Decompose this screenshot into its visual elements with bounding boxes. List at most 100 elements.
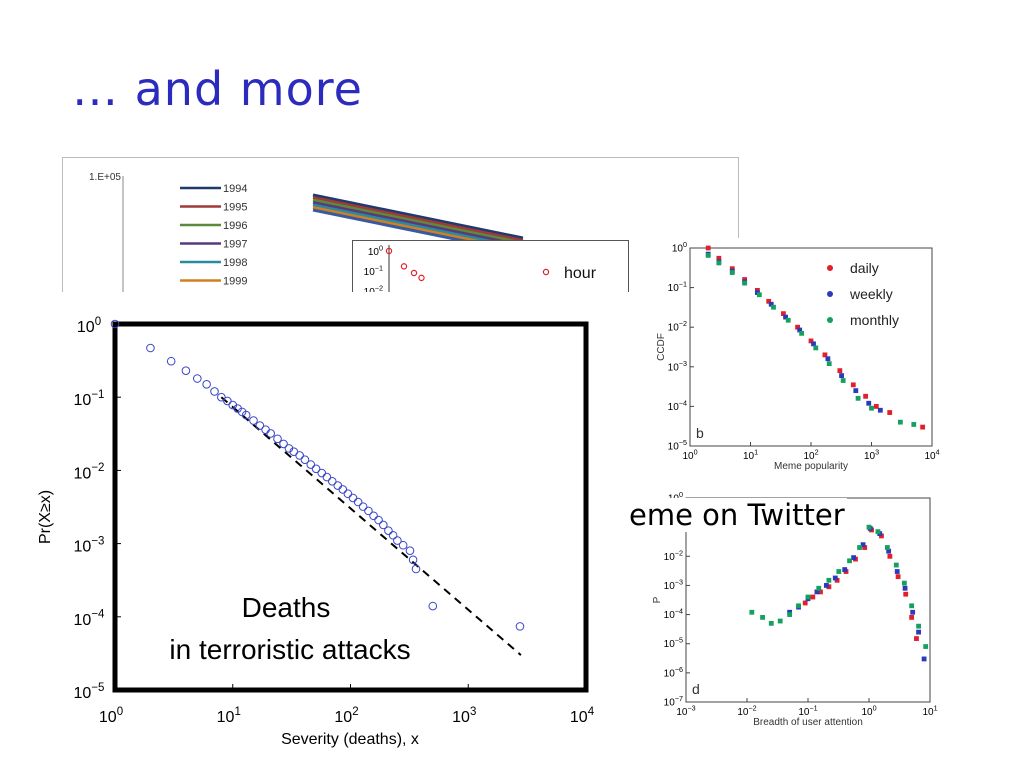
terrorism-point bbox=[241, 410, 251, 420]
attention-ytick: 10−5 bbox=[664, 636, 683, 651]
attention-point bbox=[886, 548, 892, 554]
meme-point bbox=[840, 378, 846, 383]
terrorism-xtick: 102 bbox=[334, 706, 358, 726]
meme-point bbox=[766, 298, 772, 304]
meme-xtick: 100 bbox=[682, 448, 697, 463]
meme-legend-marker bbox=[827, 265, 833, 271]
years-legend-label: 1997 bbox=[223, 239, 247, 251]
meme-ylabel: CCDF bbox=[656, 333, 667, 361]
terrorism-point bbox=[411, 564, 421, 574]
meme-point bbox=[853, 388, 859, 394]
meme-point bbox=[716, 255, 722, 261]
meme-point bbox=[837, 368, 843, 374]
years-legend-label: 1996 bbox=[223, 220, 247, 232]
attention-panel-label: d bbox=[692, 681, 700, 697]
attention-point bbox=[826, 584, 832, 590]
attention-point bbox=[818, 589, 823, 595]
meme-ytick: 10−2 bbox=[668, 319, 687, 334]
attention-point bbox=[832, 575, 838, 581]
attention-point bbox=[749, 609, 755, 615]
meme-point bbox=[869, 405, 874, 411]
attention-point bbox=[916, 629, 921, 635]
hour-point bbox=[385, 247, 393, 255]
terrorism-point bbox=[181, 366, 191, 376]
terrorism-point bbox=[338, 485, 348, 494]
terrorism-panel: 100 101 102 103 104 100 10−1 10−2 10−3 10−4 10−5 Se… bbox=[30, 292, 630, 762]
meme-point bbox=[716, 260, 722, 266]
meme-xtick: 104 bbox=[924, 448, 939, 463]
attention-xtick: 10−3 bbox=[676, 704, 695, 719]
years-legend-label: 1998 bbox=[223, 257, 247, 269]
terrorism-point bbox=[266, 429, 275, 438]
attention-point bbox=[857, 545, 862, 550]
attention-ytick: 10−4 bbox=[664, 607, 683, 622]
attention-ytick: 10−2 bbox=[664, 548, 683, 563]
attention-panel: 10−310−210−110010110010−110−210−310−410−… bbox=[630, 490, 940, 745]
terrorism-ytick: 10−4 bbox=[74, 609, 106, 629]
terrorism-point bbox=[249, 416, 258, 425]
meme-point bbox=[855, 395, 861, 401]
attention-ylabel: P bbox=[652, 596, 663, 603]
meme-xlabel: Meme popularity bbox=[774, 461, 848, 472]
attention-point bbox=[914, 636, 919, 641]
attention-point bbox=[816, 585, 822, 591]
terrorism-ytick: 10−1 bbox=[74, 389, 105, 409]
meme-point bbox=[866, 400, 872, 406]
hour-legend-marker bbox=[542, 268, 550, 276]
attention-point bbox=[810, 594, 816, 600]
terrorism-point bbox=[374, 515, 383, 525]
terrorism-ytick: 10−5 bbox=[74, 682, 105, 702]
terrorism-point bbox=[273, 434, 282, 444]
terrorism-xtick: 103 bbox=[452, 706, 476, 726]
attention-point bbox=[802, 600, 808, 606]
terrorism-annotation-line2: in terroristic attacks bbox=[169, 634, 410, 665]
meme-legend-marker bbox=[827, 291, 833, 297]
meme-point bbox=[771, 304, 776, 310]
terrorism-point bbox=[217, 392, 226, 402]
attention-point bbox=[894, 569, 900, 574]
attention-point bbox=[923, 644, 929, 649]
years-series-line bbox=[312, 196, 524, 242]
attention-point bbox=[796, 603, 801, 609]
attention-point bbox=[777, 618, 783, 624]
meme-point bbox=[863, 393, 869, 399]
terrorism-point bbox=[193, 374, 202, 383]
terrorism-xtick: 104 bbox=[570, 706, 595, 726]
meme-ytick: 10−3 bbox=[668, 359, 687, 374]
meme-point bbox=[825, 356, 831, 362]
meme-ccdf-chart: 100 101 102 103 104 100 10−1 10−2 10−3 10−4 10−5 Me… bbox=[656, 240, 940, 472]
years-legend-label: 1995 bbox=[223, 202, 247, 214]
meme-point bbox=[811, 341, 816, 347]
attention-point bbox=[866, 524, 872, 530]
twitter-caption: eme on Twitter bbox=[627, 498, 847, 532]
attention-xtick: 101 bbox=[922, 704, 937, 719]
terrorism-point bbox=[255, 421, 265, 430]
terrorism-point bbox=[358, 502, 368, 511]
attention-point bbox=[909, 614, 915, 620]
hour-point bbox=[400, 263, 408, 270]
meme-xtick: 103 bbox=[864, 448, 879, 463]
attention-point bbox=[903, 591, 909, 597]
terrorism-point bbox=[322, 472, 332, 482]
terrorism-point bbox=[379, 520, 388, 530]
terrorism-point bbox=[405, 546, 415, 555]
meme-point bbox=[897, 419, 903, 425]
meme-point bbox=[822, 352, 828, 358]
terrorism-fit-line bbox=[220, 396, 522, 656]
attention-chart: 10−310−210−110010110010−110−210−310−410−… bbox=[652, 490, 938, 728]
meme-ytick: 10−5 bbox=[668, 438, 687, 453]
meme-point bbox=[839, 373, 844, 378]
terrorism-point bbox=[146, 343, 155, 353]
terrorism-point bbox=[279, 439, 288, 449]
meme-point bbox=[813, 345, 819, 351]
attention-point bbox=[909, 603, 915, 609]
terrorism-ytick: 10−3 bbox=[74, 535, 105, 555]
meme-point bbox=[768, 301, 774, 307]
terrorism-ytick: 100 bbox=[77, 316, 101, 336]
meme-ytick: 10−4 bbox=[668, 398, 687, 413]
meme-point bbox=[850, 382, 856, 388]
meme-ytick: 100 bbox=[672, 240, 687, 255]
terrorism-point bbox=[327, 476, 337, 486]
terrorism-point bbox=[311, 464, 321, 474]
